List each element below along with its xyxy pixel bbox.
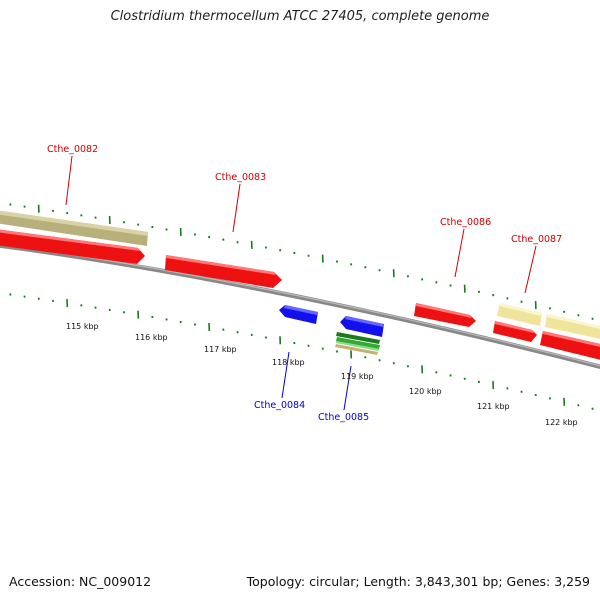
gene-label-cthe-0085-text: Cthe_0085 <box>318 412 369 423</box>
pale-feature-1[interactable] <box>497 303 542 326</box>
gene-cthe-0087-arrow[interactable] <box>493 321 537 342</box>
gene-label-cthe-0084-text: Cthe_0084 <box>254 400 305 411</box>
scale-label-118: 118 kbp <box>272 358 305 367</box>
gene-cthe-0085-rna-features[interactable] <box>335 332 380 355</box>
scale-labels: 115 kbp 116 kbp 117 kbp 118 kbp 119 kbp … <box>66 322 578 427</box>
gene-next-arrow[interactable] <box>540 331 600 361</box>
pale-feature-2[interactable] <box>545 314 600 340</box>
gene-label-cthe-0086[interactable]: Cthe_0086 <box>440 217 491 278</box>
gene-label-cthe-0082[interactable]: Cthe_0082 <box>47 144 98 206</box>
scale-label-115: 115 kbp <box>66 322 99 331</box>
gene-label-cthe-0087[interactable]: Cthe_0087 <box>511 234 562 294</box>
gene-label-cthe-0086-text: Cthe_0086 <box>440 217 491 228</box>
gene-cthe-0084-arrow[interactable] <box>279 305 318 324</box>
genome-stats-text: Topology: circular; Length: 3,843,301 bp… <box>246 574 590 589</box>
gene-cthe-0085-arrow[interactable] <box>340 316 384 337</box>
lower-tick-ring <box>9 293 594 410</box>
scale-label-117: 117 kbp <box>204 345 237 354</box>
accession-text: Accession: NC_009012 <box>9 574 152 589</box>
gene-label-cthe-0082-text: Cthe_0082 <box>47 144 98 155</box>
olive-feature[interactable] <box>0 210 148 246</box>
genome-backbone <box>0 243 600 370</box>
gene-label-cthe-0087-text: Cthe_0087 <box>511 234 562 245</box>
scale-label-120: 120 kbp <box>409 387 442 396</box>
scale-label-116: 116 kbp <box>135 333 168 342</box>
scale-label-119: 119 kbp <box>341 372 374 381</box>
gene-label-cthe-0083-text: Cthe_0083 <box>215 172 266 183</box>
gene-cthe-0082-arrow[interactable] <box>0 229 145 264</box>
gene-label-cthe-0083[interactable]: Cthe_0083 <box>215 172 266 233</box>
scale-label-122: 122 kbp <box>545 418 578 427</box>
gene-cthe-0083-arrow[interactable] <box>165 255 282 288</box>
map-title: Clostridium thermocellum ATCC 27405, com… <box>110 9 490 24</box>
scale-label-121: 121 kbp <box>477 402 510 411</box>
gene-cthe-0086-arrow[interactable] <box>414 303 476 327</box>
gene-label-cthe-0085[interactable]: Cthe_0085 <box>318 365 369 423</box>
upper-tick-ring <box>9 203 594 320</box>
gene-label-cthe-0084[interactable]: Cthe_0084 <box>254 351 305 411</box>
